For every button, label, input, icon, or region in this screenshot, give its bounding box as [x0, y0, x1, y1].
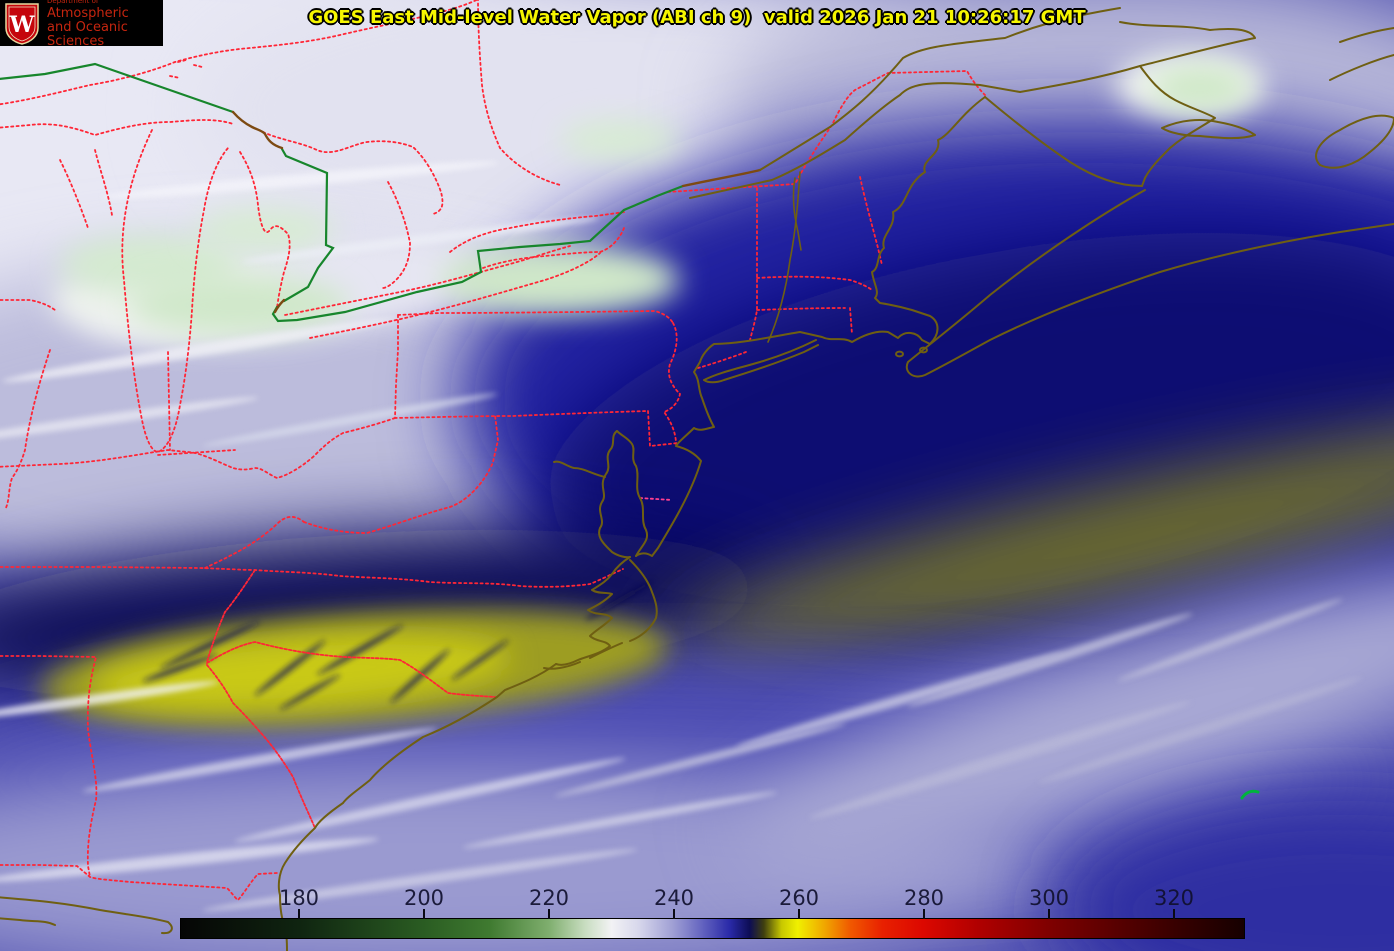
border-quebec-ontario: [477, 0, 561, 186]
dry-band-streaks: [142, 579, 655, 710]
temperature-colorbar: 180 200 220 240 260 280 300 320: [180, 886, 1245, 939]
uw-crest-icon: W: [5, 2, 39, 45]
colorbar-tick: [1173, 909, 1175, 919]
border-wv-south: [303, 414, 499, 534]
border-in-oh: [167, 351, 171, 451]
coast-potomac: [553, 460, 606, 478]
border-superior-islands: [169, 59, 203, 79]
coast-nc-sounds: [555, 556, 631, 666]
coast-florida-panhandle: [0, 896, 173, 935]
colorbar-tick-label: 320: [1153, 886, 1195, 910]
coast-cape-breton: [1315, 27, 1394, 169]
border-md-de: [647, 410, 679, 447]
border-maine-nh: [859, 176, 883, 266]
border-delaware-river: [662, 322, 681, 445]
detroit-river: [273, 298, 286, 314]
coast-chesapeake-east: [616, 430, 648, 557]
coast-bay-of-fundy: [984, 96, 1143, 187]
border-fl-al-ga: [0, 864, 278, 902]
coast-nova-scotia: [905, 189, 1394, 378]
border-ma-north: [756, 275, 873, 291]
coast-pei: [1161, 119, 1256, 140]
coast-chesapeake-west: [598, 430, 631, 559]
colorbar-tick: [548, 909, 550, 919]
svg-text:W: W: [9, 12, 35, 38]
coast-new-brunswick-east: [1139, 65, 1216, 187]
border-ga-tn-al: [0, 655, 98, 878]
colorbar-tick: [298, 909, 300, 919]
border-il-wi: [0, 299, 56, 311]
coast-southeast: [277, 663, 557, 951]
colorbar-tick-label: 180: [278, 886, 320, 910]
colorbar-tick-label: 220: [528, 886, 570, 910]
logo-dept-line: Department of: [47, 0, 99, 5]
border-nc-tn: [206, 569, 256, 663]
coast-outer-banks: [543, 559, 658, 670]
colorbar-tick-label: 200: [403, 886, 445, 910]
border-lake-ontario-south: [482, 227, 625, 269]
colorbar-tick: [673, 909, 675, 919]
sault-ste-marie: [231, 110, 284, 150]
border-il-in: [4, 349, 51, 511]
border-ohio-river: [0, 417, 396, 479]
coast-connecticut-river: [767, 171, 801, 343]
border-lake-michigan: [121, 129, 229, 453]
coast-st-lawrence-south: [689, 82, 1021, 199]
colorbar-tick: [798, 909, 800, 919]
border-michigan-indiana: [157, 449, 236, 456]
colorbar-tick-label: 300: [1028, 886, 1070, 910]
coast-gaspe: [1019, 21, 1256, 93]
colorbar-tick-label: 260: [778, 886, 820, 910]
colorbar-tick-label: 240: [653, 886, 695, 910]
colorbar-tick: [1048, 909, 1050, 919]
border-pa-west-south: [394, 314, 649, 419]
border-green-bay: [59, 149, 113, 229]
image-title: GOES East Mid-level Water Vapor (ABI ch …: [308, 7, 1086, 28]
border-lake-erie-north: [284, 245, 571, 316]
offshore-green-mark: [1240, 789, 1260, 800]
border-va-md-eastern-shore: [639, 497, 673, 501]
coast-st-lawrence-north: [759, 7, 1121, 171]
coast-nj-delmarva: [635, 361, 715, 557]
border-nj-ny: [697, 351, 747, 369]
border-lake-superior-shore: [0, 0, 479, 106]
coastlines: [0, 7, 1394, 951]
coast-islands-ma: [895, 346, 928, 358]
colorbar-tick-label: 280: [903, 886, 945, 910]
coast-long-island: [703, 339, 819, 384]
border-upper-peninsula: [0, 119, 234, 136]
st-lawrence-upper: [681, 168, 762, 188]
coast-new-england: [699, 96, 986, 363]
international-borders: [0, 62, 1260, 800]
logo-text: Department of Atmospheric and Oceanic Sc…: [47, 0, 163, 49]
logo-line1: Atmospheric: [47, 5, 129, 21]
border-ga-sc: [206, 664, 316, 829]
border-ny-east: [749, 187, 758, 341]
border-lake-ontario-north: [449, 211, 628, 253]
border-nc-sc: [206, 641, 496, 698]
border-georgian-bay: [262, 131, 444, 289]
logo-line2: and Oceanic Sciences: [47, 19, 128, 49]
aos-logo: W Department of Atmospheric and Oceanic …: [0, 0, 163, 49]
border-ky-va: [204, 515, 305, 569]
cirrus-streaks: [0, 161, 1362, 912]
border-canada-lakes: [0, 62, 685, 323]
colorbar-tick: [923, 909, 925, 919]
border-michigan-east-shore: [239, 151, 291, 309]
border-ny-pa: [397, 310, 674, 324]
colorbar-tick: [423, 909, 425, 919]
border-lake-erie-south: [309, 252, 601, 339]
coast-lake-champlain: [792, 177, 802, 251]
border-ma-south: [756, 307, 853, 335]
river-connectors: [231, 110, 762, 314]
